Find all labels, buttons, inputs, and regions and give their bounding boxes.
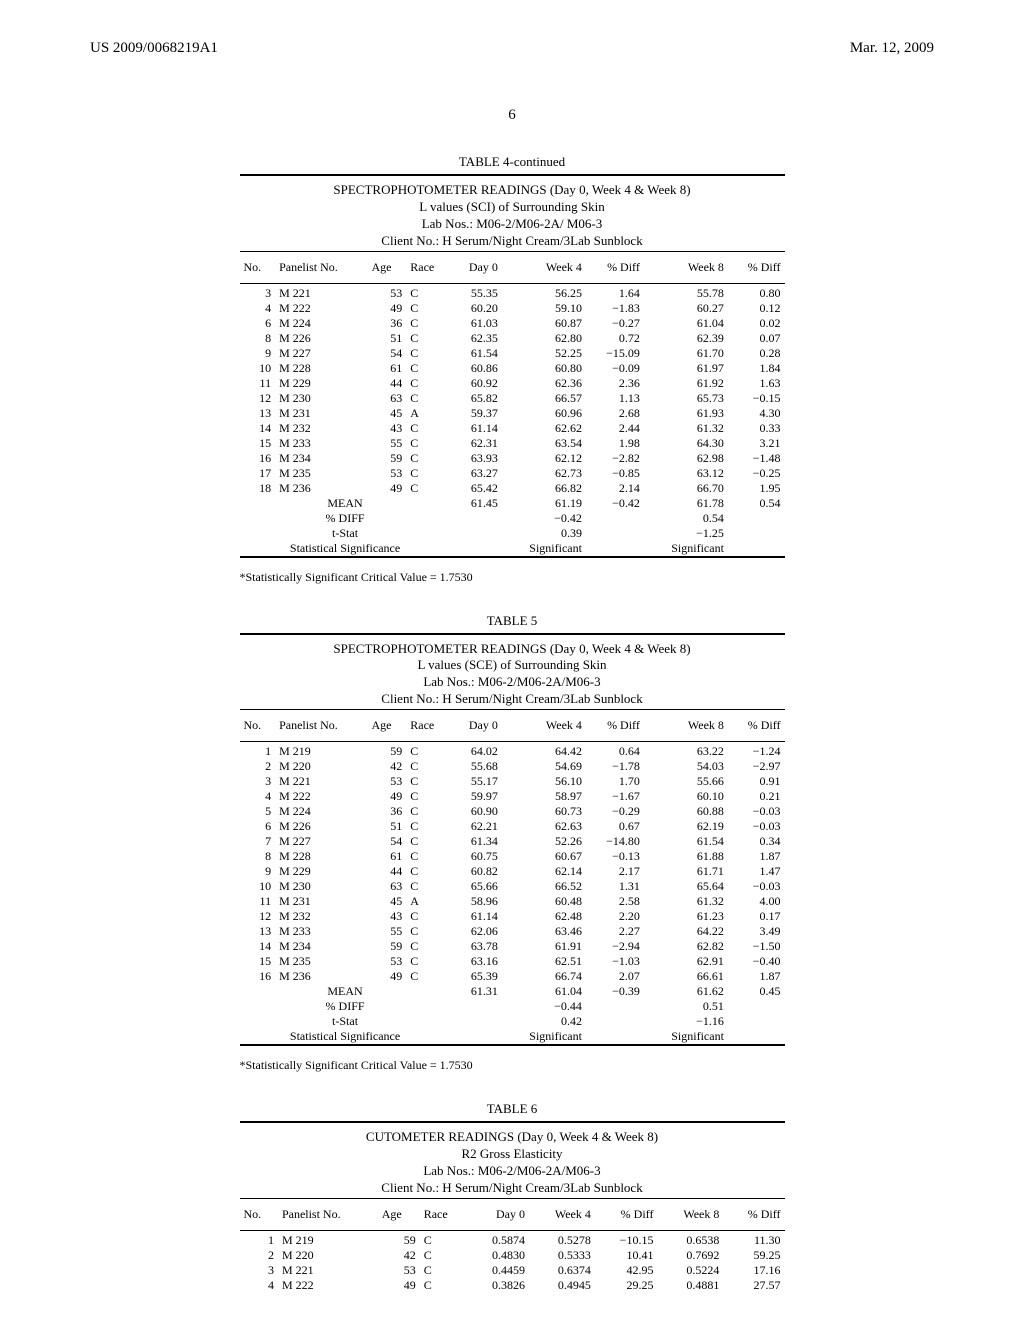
table-row: 16M 23459C63.9362.12−2.8262.98−1.48 — [240, 451, 785, 466]
summary-row: % DIFF−0.420.54 — [240, 511, 785, 526]
table-row: 15M 23553C63.1662.51−1.0362.91−0.40 — [240, 954, 785, 969]
summary-row: Statistical SignificanceSignificantSigni… — [240, 541, 785, 556]
caption-line: Lab Nos.: M06-2/M06-2A/M06-3 — [240, 674, 785, 691]
data-table: No.Panelist No.AgeRaceDay 0Week 4% DiffW… — [240, 716, 785, 1044]
caption-line: Client No.: H Serum/Night Cream/3Lab Sun… — [240, 233, 785, 252]
caption-line: L values (SCI) of Surrounding Skin — [240, 199, 785, 216]
summary-row: t-Stat0.42−1.16 — [240, 1014, 785, 1029]
table-row: 3M 22153C0.44590.637442.950.522417.16 — [240, 1263, 785, 1278]
table-row: 8M 22861C60.7560.67−0.1361.881.87 — [240, 849, 785, 864]
caption-line: L values (SCE) of Surrounding Skin — [240, 657, 785, 674]
table-row: 4M 22249C60.2059.10−1.8360.270.12 — [240, 301, 785, 316]
table-row: 4M 22249C59.9758.97−1.6760.100.21 — [240, 789, 785, 804]
table-row: 12M 23243C61.1462.482.2061.230.17 — [240, 909, 785, 924]
page-number: 6 — [90, 107, 934, 124]
table-row: 13M 23145A59.3760.962.6861.934.30 — [240, 406, 785, 421]
table-row: 2M 22042C0.48300.533310.410.769259.25 — [240, 1248, 785, 1263]
table-row: 11M 23145A58.9660.482.5861.324.00 — [240, 894, 785, 909]
table-row: 10M 23063C65.6666.521.3165.64−0.03 — [240, 879, 785, 894]
table-row: 6M 22436C61.0360.87−0.2761.040.02 — [240, 316, 785, 331]
summary-row: t-Stat0.39−1.25 — [240, 526, 785, 541]
table-row: 14M 23243C61.1462.622.4461.320.33 — [240, 421, 785, 436]
table-4: TABLE 4-continued SPECTROPHOTOMETER READ… — [240, 154, 785, 558]
table-label: TABLE 4-continued — [240, 154, 785, 170]
table-row: 11M 22944C60.9262.362.3661.921.63 — [240, 376, 785, 391]
table-footnote: *Statistically Significant Critical Valu… — [240, 1058, 785, 1073]
table-row: 13M 23355C62.0663.462.2764.223.49 — [240, 924, 785, 939]
table-row: 4M 22249C0.38260.494529.250.488127.57 — [240, 1278, 785, 1293]
caption-line: CUTOMETER READINGS (Day 0, Week 4 & Week… — [240, 1129, 785, 1146]
caption-line: Lab Nos.: M06-2/M06-2A/ M06-3 — [240, 216, 785, 233]
table-row: 1M 21959C0.58740.5278−10.150.653811.30 — [240, 1233, 785, 1248]
caption-line: R2 Gross Elasticity — [240, 1146, 785, 1163]
table-row: 7M 22754C61.3452.26−14.8061.540.34 — [240, 834, 785, 849]
table-5: TABLE 5 SPECTROPHOTOMETER READINGS (Day … — [240, 613, 785, 1047]
table-row: 17M 23553C63.2762.73−0.8563.12−0.25 — [240, 466, 785, 481]
publication-number: US 2009/0068219A1 — [90, 40, 218, 57]
table-row: 6M 22651C62.2162.630.6762.19−0.03 — [240, 819, 785, 834]
table-caption: CUTOMETER READINGS (Day 0, Week 4 & Week… — [240, 1129, 785, 1199]
table-label: TABLE 5 — [240, 613, 785, 629]
publication-date: Mar. 12, 2009 — [850, 40, 934, 57]
table-row: 9M 22944C60.8262.142.1761.711.47 — [240, 864, 785, 879]
caption-line: Client No.: H Serum/Night Cream/3Lab Sun… — [240, 691, 785, 710]
summary-row: Statistical SignificanceSignificantSigni… — [240, 1029, 785, 1044]
table-row: 12M 23063C65.8266.571.1365.73−0.15 — [240, 391, 785, 406]
table-row: 9M 22754C61.5452.25−15.0961.700.28 — [240, 346, 785, 361]
caption-line: Lab Nos.: M06-2/M06-2A/M06-3 — [240, 1163, 785, 1180]
summary-row: MEAN61.3161.04−0.3961.620.45 — [240, 984, 785, 999]
table-row: 18M 23649C65.4266.822.1466.701.95 — [240, 481, 785, 496]
data-table: No.Panelist No.AgeRaceDay 0Week 4% DiffW… — [240, 258, 785, 556]
caption-line: SPECTROPHOTOMETER READINGS (Day 0, Week … — [240, 182, 785, 199]
table-row: 2M 22042C55.6854.69−1.7854.03−2.97 — [240, 759, 785, 774]
table-row: 15M 23355C62.3163.541.9864.303.21 — [240, 436, 785, 451]
table-row: 16M 23649C65.3966.742.0766.611.87 — [240, 969, 785, 984]
table-row: 10M 22861C60.8660.80−0.0961.971.84 — [240, 361, 785, 376]
table-row: 1M 21959C64.0264.420.6463.22−1.24 — [240, 744, 785, 759]
summary-row: MEAN61.4561.19−0.4261.780.54 — [240, 496, 785, 511]
table-row: 3M 22153C55.1756.101.7055.660.91 — [240, 774, 785, 789]
table-label: TABLE 6 — [240, 1101, 785, 1117]
data-table: No.Panelist No.AgeRaceDay 0Week 4% DiffW… — [240, 1205, 785, 1293]
table-row: 3M 22153C55.3556.251.6455.780.80 — [240, 286, 785, 301]
table-caption: SPECTROPHOTOMETER READINGS (Day 0, Week … — [240, 641, 785, 711]
table-6: TABLE 6 CUTOMETER READINGS (Day 0, Week … — [240, 1101, 785, 1293]
summary-row: % DIFF−0.440.51 — [240, 999, 785, 1014]
caption-line: Client No.: H Serum/Night Cream/3Lab Sun… — [240, 1180, 785, 1199]
table-row: 8M 22651C62.3562.800.7262.390.07 — [240, 331, 785, 346]
caption-line: SPECTROPHOTOMETER READINGS (Day 0, Week … — [240, 641, 785, 658]
table-caption: SPECTROPHOTOMETER READINGS (Day 0, Week … — [240, 182, 785, 252]
table-row: 14M 23459C63.7861.91−2.9462.82−1.50 — [240, 939, 785, 954]
table-footnote: *Statistically Significant Critical Valu… — [240, 570, 785, 585]
table-row: 5M 22436C60.9060.73−0.2960.88−0.03 — [240, 804, 785, 819]
